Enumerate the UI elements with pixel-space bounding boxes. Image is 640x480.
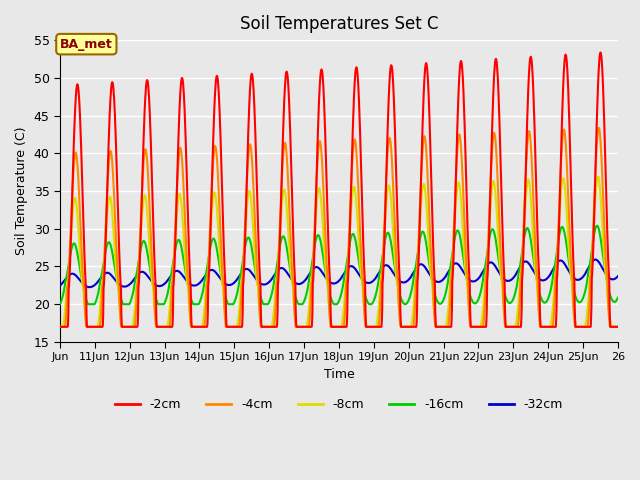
Legend: -2cm, -4cm, -8cm, -16cm, -32cm: -2cm, -4cm, -8cm, -16cm, -32cm bbox=[110, 394, 568, 417]
Y-axis label: Soil Temperature (C): Soil Temperature (C) bbox=[15, 127, 28, 255]
Title: Soil Temperatures Set C: Soil Temperatures Set C bbox=[240, 15, 438, 33]
Text: BA_met: BA_met bbox=[60, 37, 113, 51]
X-axis label: Time: Time bbox=[324, 368, 355, 381]
